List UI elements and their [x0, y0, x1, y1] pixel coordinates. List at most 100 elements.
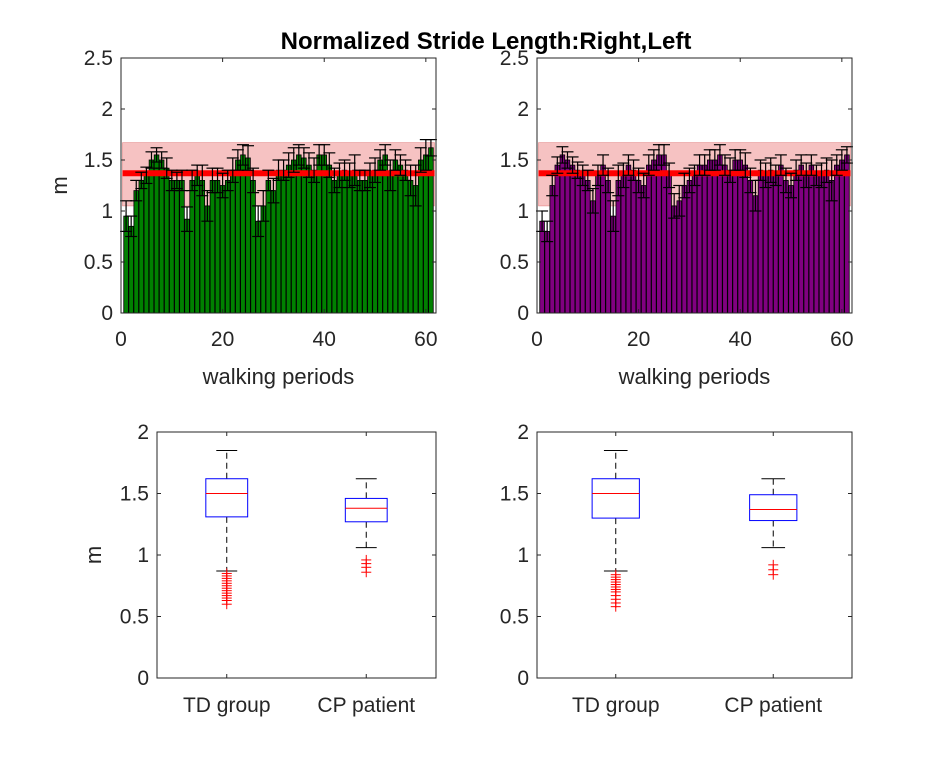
- bar: [737, 159, 743, 314]
- x-tick-label: CP patient: [724, 694, 822, 717]
- bar: [402, 169, 409, 314]
- bar: [362, 179, 368, 314]
- bar: [372, 169, 378, 314]
- bar: [783, 179, 789, 314]
- bar: [245, 157, 251, 314]
- y-tick-label: 2: [517, 421, 529, 444]
- bar: [285, 164, 292, 314]
- bar: [549, 185, 555, 314]
- y-tick-label: 2: [517, 98, 529, 121]
- bar: [214, 179, 221, 314]
- y-tick-label: 0.5: [120, 606, 149, 629]
- bar: [569, 164, 576, 314]
- bar: [326, 164, 333, 314]
- y-tick-label: 0: [517, 667, 529, 690]
- bar: [646, 164, 652, 314]
- bar: [260, 205, 266, 314]
- bar: [357, 179, 363, 314]
- x-tick-label: 60: [414, 328, 437, 351]
- bar: [661, 154, 667, 314]
- bar: [793, 169, 799, 314]
- axes-frame: [536, 431, 853, 679]
- bar: [351, 169, 358, 314]
- y-tick-label: 1: [517, 544, 529, 567]
- bar: [306, 164, 312, 314]
- bar: [839, 159, 845, 314]
- bar: [230, 169, 236, 314]
- bar: [184, 218, 190, 314]
- box: [749, 494, 798, 522]
- bar: [174, 179, 180, 314]
- bar: [539, 220, 545, 314]
- bar: [367, 174, 373, 314]
- bar: [169, 179, 175, 314]
- bar: [707, 159, 713, 314]
- bar: [778, 164, 784, 314]
- bar: [275, 169, 282, 314]
- bar: [336, 174, 343, 314]
- subplot-right-boxplot: TD group CP patient 0 0.5 1 1.5 2 m: [81, 421, 437, 717]
- x-tick-label: TD group: [572, 694, 660, 717]
- x-tick-label: 40: [729, 328, 752, 351]
- bar: [590, 200, 596, 314]
- bar: [701, 164, 708, 314]
- bar: [554, 164, 561, 314]
- subplot-left-boxplot: TD group CP patient 0 0.5 1 1.5 2: [500, 421, 853, 717]
- y-tick-label: 0: [101, 302, 113, 325]
- x-tick-label: 60: [830, 328, 853, 351]
- x-axis-title: walking periods: [202, 364, 355, 389]
- box: [591, 478, 640, 519]
- axes-frame: [156, 431, 437, 679]
- bar: [240, 154, 246, 314]
- x-tick-label: TD group: [183, 694, 271, 717]
- y-tick-label: 0: [137, 667, 149, 690]
- bar: [316, 154, 322, 314]
- y-tick-label: 0.5: [500, 606, 529, 629]
- bar: [133, 190, 139, 314]
- bar: [691, 174, 698, 314]
- bar: [656, 154, 662, 314]
- y-tick-label: 2.5: [500, 47, 529, 70]
- bar: [823, 169, 830, 314]
- subplot-left-stride-bars: 0 0.5 1 1.5 2 2.5 0 20 40 60 walking periods: [500, 47, 854, 389]
- x-tick-label: 40: [313, 328, 336, 351]
- bar: [280, 169, 287, 314]
- y-axis-title: m: [47, 176, 72, 194]
- bar: [346, 174, 353, 314]
- bar: [250, 179, 256, 314]
- bar: [296, 154, 302, 314]
- bar: [204, 205, 211, 314]
- bar: [722, 164, 728, 314]
- y-tick-label: 1.5: [500, 149, 529, 172]
- bar: [651, 159, 657, 314]
- y-tick-label: 1: [517, 200, 529, 223]
- x-tick-label: 0: [531, 328, 543, 351]
- bar: [635, 179, 642, 314]
- bar: [321, 154, 327, 314]
- bar: [757, 169, 764, 314]
- bar: [788, 185, 794, 314]
- bar: [219, 185, 226, 314]
- bar: [834, 164, 840, 314]
- bar: [209, 179, 216, 314]
- x-tick-label: 20: [211, 328, 234, 351]
- bar: [397, 164, 404, 314]
- bar: [671, 205, 677, 314]
- bar: [143, 174, 150, 314]
- x-tick-label: 20: [627, 328, 650, 351]
- bar: [579, 174, 586, 314]
- bar: [423, 154, 429, 314]
- bar: [747, 179, 754, 314]
- bar: [742, 164, 749, 314]
- bar: [762, 174, 769, 314]
- bar: [265, 179, 272, 314]
- y-tick-label: 1: [137, 544, 149, 567]
- bar: [773, 174, 779, 314]
- y-tick-label: 1: [101, 200, 113, 223]
- y-tick-label: 1.5: [120, 483, 149, 506]
- y-tick-label: 1.5: [500, 483, 529, 506]
- bar: [813, 174, 820, 314]
- bar: [630, 169, 637, 314]
- bar: [544, 230, 550, 314]
